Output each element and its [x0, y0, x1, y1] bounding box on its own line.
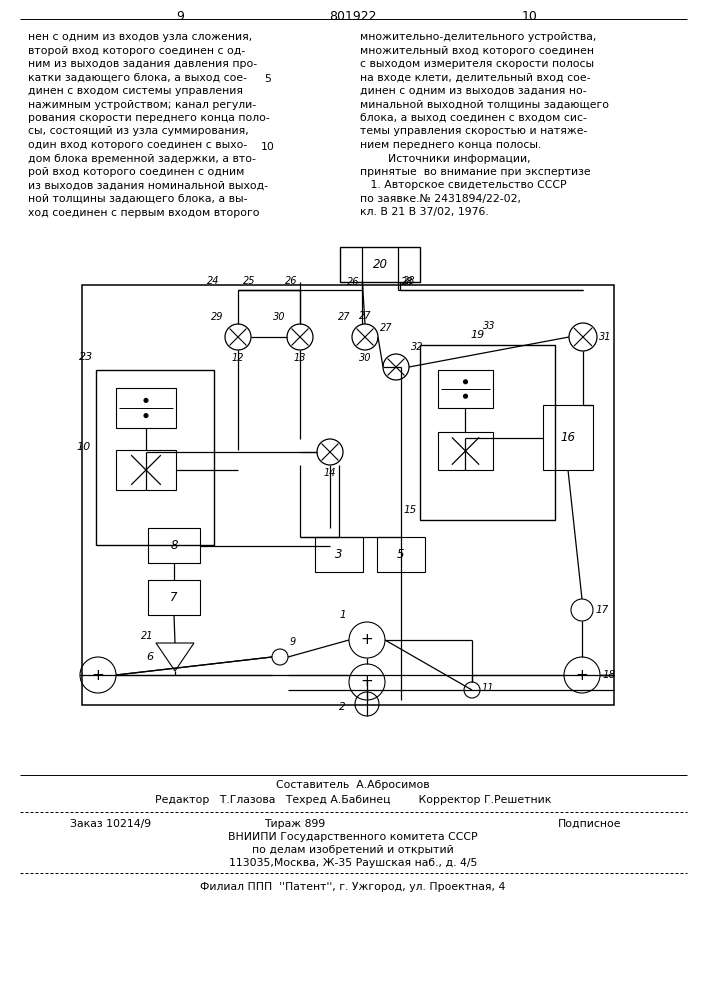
Bar: [82, 285, 614, 705]
Bar: [438, 370, 493, 408]
Text: динен с входом системы управления: динен с входом системы управления: [28, 86, 243, 96]
Text: +: +: [361, 674, 373, 690]
Text: минальной выходной толщины задающего: минальной выходной толщины задающего: [360, 100, 609, 109]
Text: 5: 5: [264, 74, 271, 84]
Text: 28: 28: [401, 277, 413, 287]
Text: Тираж 899: Тираж 899: [264, 819, 326, 829]
Text: 13: 13: [293, 353, 306, 363]
Text: нажимным устройством; канал регули-: нажимным устройством; канал регули-: [28, 100, 256, 109]
Text: 15: 15: [404, 505, 417, 515]
Text: множительно-делительного устройства,: множительно-делительного устройства,: [360, 32, 597, 42]
Text: 27: 27: [337, 312, 350, 322]
Text: Составитель  А.Абросимов: Составитель А.Абросимов: [276, 780, 430, 790]
Text: 33: 33: [484, 321, 496, 331]
Text: ВНИИПИ Государственного комитета СССР: ВНИИПИ Государственного комитета СССР: [228, 832, 478, 842]
Text: 24: 24: [206, 276, 219, 286]
Text: 8: 8: [170, 539, 177, 552]
Text: множительный вход которого соединен: множительный вход которого соединен: [360, 45, 594, 55]
Text: по заявке.№ 2431894/22-02,: по заявке.№ 2431894/22-02,: [360, 194, 521, 204]
Text: 12: 12: [232, 353, 244, 363]
Text: 20: 20: [373, 258, 387, 271]
Text: из выходов задания номинальной выход-: из выходов задания номинальной выход-: [28, 180, 268, 190]
Text: 801922: 801922: [329, 10, 377, 23]
Text: Подписное: Подписное: [559, 819, 621, 829]
Text: 23: 23: [78, 352, 93, 362]
Text: блока, а выход соединен с входом сис-: блока, а выход соединен с входом сис-: [360, 113, 587, 123]
Text: 6: 6: [146, 652, 153, 662]
Bar: [315, 537, 363, 572]
Text: 1. Авторское свидетельство СССР: 1. Авторское свидетельство СССР: [360, 180, 566, 190]
Text: сы, состоящий из узла суммирования,: сы, состоящий из узла суммирования,: [28, 126, 249, 136]
Bar: [438, 432, 493, 470]
Text: рой вход которого соединен с одним: рой вход которого соединен с одним: [28, 167, 245, 177]
Text: дом блока временной задержки, а вто-: дом блока временной задержки, а вто-: [28, 153, 256, 163]
Bar: [420, 345, 555, 520]
Text: 10: 10: [77, 442, 91, 452]
Text: 29: 29: [211, 312, 223, 322]
Text: Заказ 10214/9: Заказ 10214/9: [70, 819, 151, 829]
Text: 19: 19: [470, 330, 484, 340]
Bar: [543, 405, 593, 470]
Text: динен с одним из выходов задания но-: динен с одним из выходов задания но-: [360, 86, 587, 96]
Text: по делам изобретений и открытий: по делам изобретений и открытий: [252, 845, 454, 855]
Bar: [377, 537, 425, 572]
Text: нием переднего конца полосы.: нием переднего конца полосы.: [360, 140, 542, 150]
Text: 27: 27: [380, 323, 392, 333]
Text: 25: 25: [243, 276, 255, 286]
Text: 3: 3: [335, 548, 343, 561]
Circle shape: [464, 394, 467, 398]
Circle shape: [144, 414, 148, 418]
Circle shape: [464, 380, 467, 384]
Text: 5: 5: [397, 548, 404, 561]
Circle shape: [144, 398, 148, 402]
Text: Филиал ППП  ''Патент'', г. Ужгород, ул. Проектная, 4: Филиал ППП ''Патент'', г. Ужгород, ул. П…: [200, 882, 506, 892]
Text: 32: 32: [411, 342, 423, 352]
Bar: [96, 370, 214, 545]
Text: 9: 9: [176, 10, 184, 23]
Bar: [340, 247, 420, 282]
Text: на входе клети, делительный вход сое-: на входе клети, делительный вход сое-: [360, 73, 590, 83]
Text: 11: 11: [482, 683, 494, 693]
Text: 113035,Москва, Ж-35 Раушская наб., д. 4/5: 113035,Москва, Ж-35 Раушская наб., д. 4/…: [229, 858, 477, 868]
Text: 2: 2: [339, 702, 346, 712]
Text: 18: 18: [603, 670, 617, 680]
Text: +: +: [92, 668, 105, 682]
Text: 14: 14: [324, 468, 337, 478]
Text: 30: 30: [358, 353, 371, 363]
Text: 27: 27: [358, 311, 371, 321]
Text: 26: 26: [347, 277, 359, 287]
Text: кл. В 21 В 37/02, 1976.: кл. В 21 В 37/02, 1976.: [360, 208, 489, 218]
Text: рования скорости переднего конца поло-: рования скорости переднего конца поло-: [28, 113, 270, 123]
Text: +: +: [361, 633, 373, 648]
Text: ход соединен с первым входом второго: ход соединен с первым входом второго: [28, 208, 259, 218]
Bar: [116, 450, 176, 490]
Text: принятые  во внимание при экспертизе: принятые во внимание при экспертизе: [360, 167, 590, 177]
Text: катки задающего блока, а выход сое-: катки задающего блока, а выход сое-: [28, 73, 247, 83]
Text: 16: 16: [561, 431, 575, 444]
Text: Редактор   Т.Глазова   Техред А.Бабинец        Корректор Г.Решетник: Редактор Т.Глазова Техред А.Бабинец Корр…: [155, 795, 551, 805]
Text: 26: 26: [284, 276, 297, 286]
Text: нен с одним из входов узла сложения,: нен с одним из входов узла сложения,: [28, 32, 252, 42]
Text: Источники информации,: Источники информации,: [360, 153, 531, 163]
Text: 7: 7: [170, 591, 177, 604]
Text: 1: 1: [339, 610, 346, 620]
Text: 21: 21: [141, 631, 153, 641]
Text: с выходом измерителя скорости полосы: с выходом измерителя скорости полосы: [360, 59, 594, 69]
Text: 9: 9: [290, 637, 296, 647]
Text: 28: 28: [403, 276, 416, 286]
Text: второй вход которого соединен с од-: второй вход которого соединен с од-: [28, 45, 245, 55]
Text: 10: 10: [522, 10, 538, 23]
Bar: [148, 528, 200, 563]
Text: ной толщины задающего блока, а вы-: ной толщины задающего блока, а вы-: [28, 194, 247, 204]
Text: темы управления скоростью и натяже-: темы управления скоростью и натяже-: [360, 126, 588, 136]
Text: 17: 17: [596, 605, 609, 615]
Bar: [116, 388, 176, 428]
Bar: [148, 580, 200, 615]
Text: 31: 31: [599, 332, 612, 342]
Text: ним из выходов задания давления про-: ним из выходов задания давления про-: [28, 59, 257, 69]
Text: +: +: [575, 668, 588, 682]
Text: 10: 10: [261, 142, 275, 152]
Text: 30: 30: [272, 312, 285, 322]
Text: один вход которого соединен с выхо-: один вход которого соединен с выхо-: [28, 140, 247, 150]
